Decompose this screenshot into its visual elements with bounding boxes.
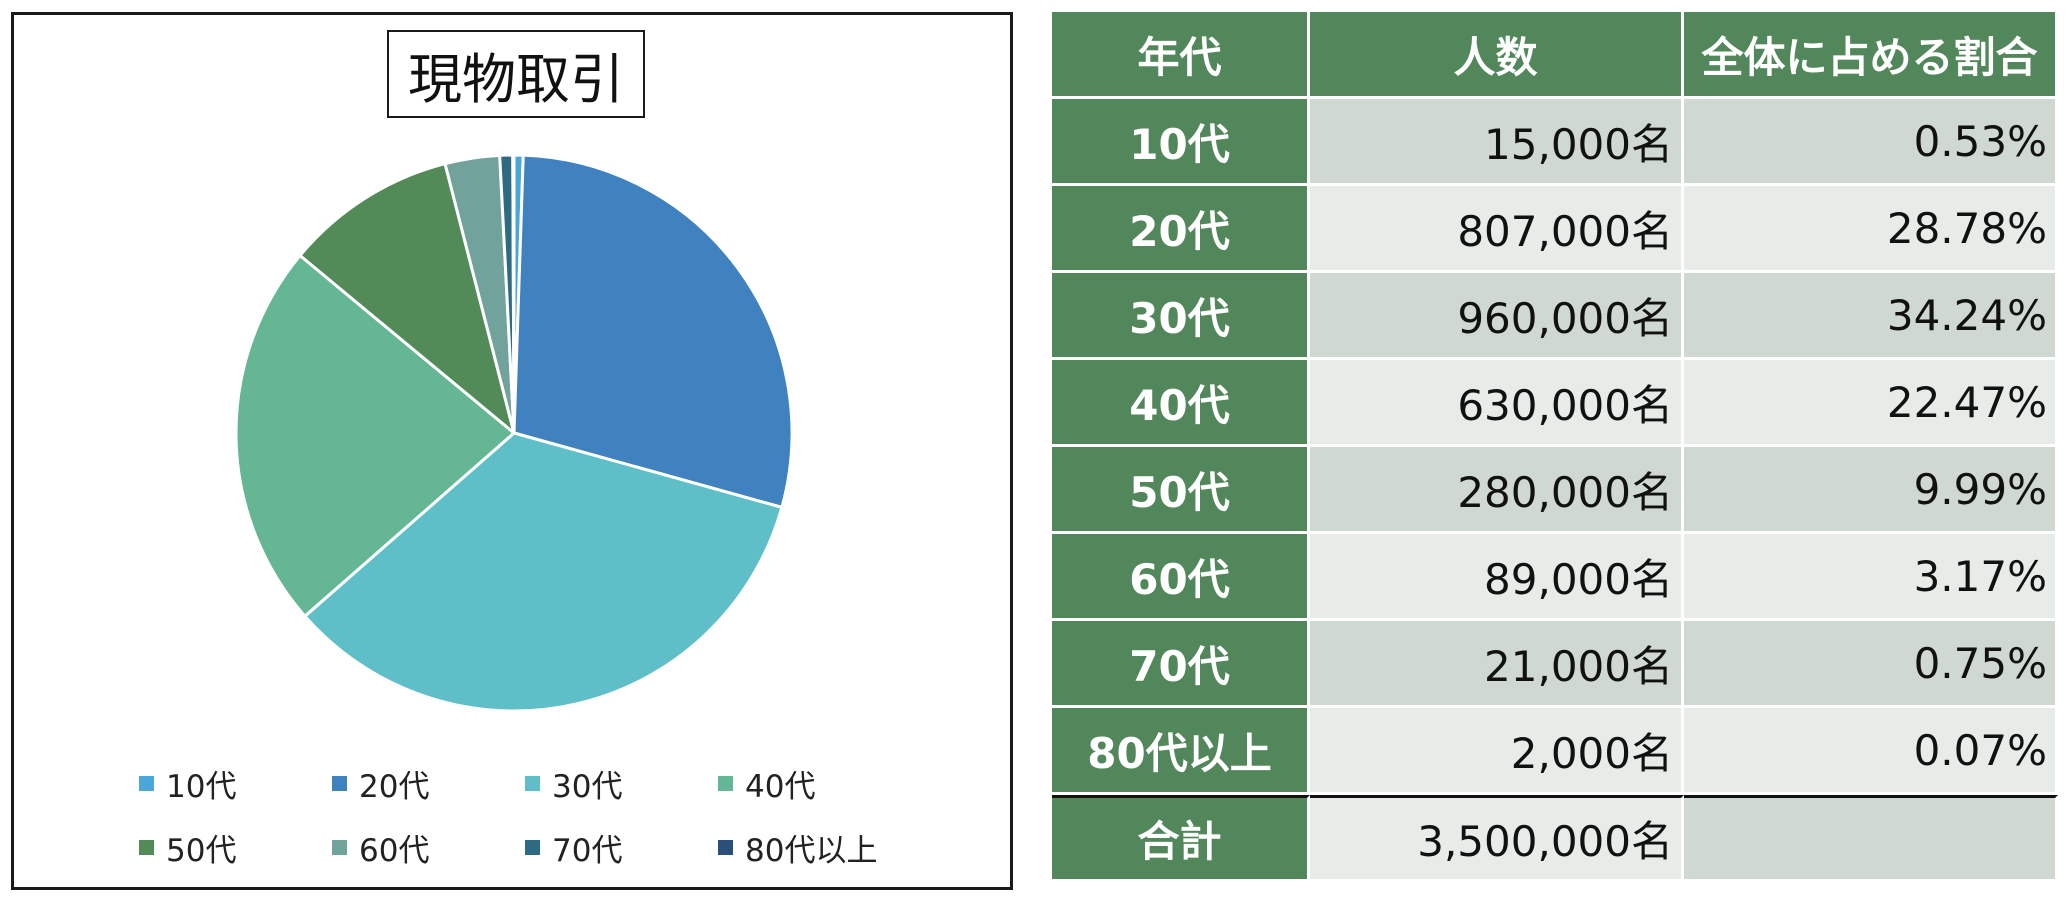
cell-count: 807,000名 <box>1310 186 1684 273</box>
chart-title: 現物取引 <box>387 30 645 118</box>
legend-swatch <box>718 775 733 791</box>
cell-age: 50代 <box>1052 447 1310 534</box>
cell-count: 15,000名 <box>1310 99 1684 186</box>
legend-label: 40代 <box>745 768 816 805</box>
table-row: 80代以上 2,000名 0.07% <box>1052 708 2058 795</box>
legend-item: 80代以上 <box>718 827 878 869</box>
cell-share: 28.78% <box>1684 186 2058 273</box>
legend-label: 10代 <box>166 768 237 805</box>
table-row: 70代 21,000名 0.75% <box>1052 621 2058 708</box>
cell-count: 89,000名 <box>1310 534 1684 621</box>
pie-slice-5 <box>298 162 516 435</box>
cell-share: 0.75% <box>1684 621 2058 708</box>
legend-label: 30代 <box>552 768 623 805</box>
legend-label: 70代 <box>552 832 623 869</box>
legend-swatch <box>718 839 733 855</box>
legend-item: 50代 <box>139 827 237 869</box>
legend-swatch <box>139 839 154 855</box>
cell-count: 280,000名 <box>1310 447 1684 534</box>
pie-slice-4 <box>234 254 516 618</box>
legend-label: 20代 <box>359 768 430 805</box>
header-age: 年代 <box>1052 12 1310 99</box>
pie-slice-8 <box>511 153 516 435</box>
legend-label: 60代 <box>359 832 430 869</box>
table-header-row: 年代 人数 全体に占める割合 <box>1052 12 2058 99</box>
legend-item: 60代 <box>332 827 430 869</box>
table-row: 40代 630,000名 22.47% <box>1052 360 2058 447</box>
cell-count: 630,000名 <box>1310 360 1684 447</box>
legend-swatch <box>332 775 347 791</box>
pie-chart <box>234 153 794 713</box>
cell-age: 40代 <box>1052 360 1310 447</box>
cell-total-share <box>1684 795 2058 882</box>
legend-swatch <box>332 839 347 855</box>
legend-swatch <box>525 839 540 855</box>
cell-share: 0.53% <box>1684 99 2058 186</box>
cell-age: 80代以上 <box>1052 708 1310 795</box>
cell-age: 60代 <box>1052 534 1310 621</box>
legend-item: 40代 <box>718 763 816 805</box>
cell-age: 30代 <box>1052 273 1310 360</box>
cell-total-count: 3,500,000名 <box>1310 795 1684 882</box>
cell-share: 0.07% <box>1684 708 2058 795</box>
cell-age: 70代 <box>1052 621 1310 708</box>
cell-count: 21,000名 <box>1310 621 1684 708</box>
table-row: 20代 807,000名 28.78% <box>1052 186 2058 273</box>
legend-item: 30代 <box>525 763 623 805</box>
cell-count: 2,000名 <box>1310 708 1684 795</box>
cell-age: 20代 <box>1052 186 1310 273</box>
table-row: 60代 89,000名 3.17% <box>1052 534 2058 621</box>
cell-share: 9.99% <box>1684 447 2058 534</box>
legend-label: 80代以上 <box>745 832 878 869</box>
legend-swatch <box>525 775 540 791</box>
table-row: 50代 280,000名 9.99% <box>1052 447 2058 534</box>
cell-share: 22.47% <box>1684 360 2058 447</box>
cell-total-label: 合計 <box>1052 795 1310 882</box>
legend-item: 70代 <box>525 827 623 869</box>
table-row: 10代 15,000名 0.53% <box>1052 99 2058 186</box>
table-total-row: 合計 3,500,000名 <box>1052 795 2058 882</box>
header-share: 全体に占める割合 <box>1684 12 2058 99</box>
table-row: 30代 960,000名 34.24% <box>1052 273 2058 360</box>
legend-swatch <box>139 775 154 791</box>
cell-count: 960,000名 <box>1310 273 1684 360</box>
cell-share: 3.17% <box>1684 534 2058 621</box>
cell-age: 10代 <box>1052 99 1310 186</box>
header-count: 人数 <box>1310 12 1684 99</box>
legend-label: 50代 <box>166 832 237 869</box>
pie-slice-3 <box>303 431 784 713</box>
pie-slice-2 <box>512 153 794 509</box>
legend-item: 20代 <box>332 763 430 805</box>
cell-share: 34.24% <box>1684 273 2058 360</box>
age-distribution-table: 年代 人数 全体に占める割合 10代 15,000名 0.53% 20代 807… <box>1052 12 2058 882</box>
legend-item: 10代 <box>139 763 237 805</box>
chart-panel: 現物取引 10代 20代 30代 40代 50代 60代 70代 80代以上 <box>11 12 1013 890</box>
